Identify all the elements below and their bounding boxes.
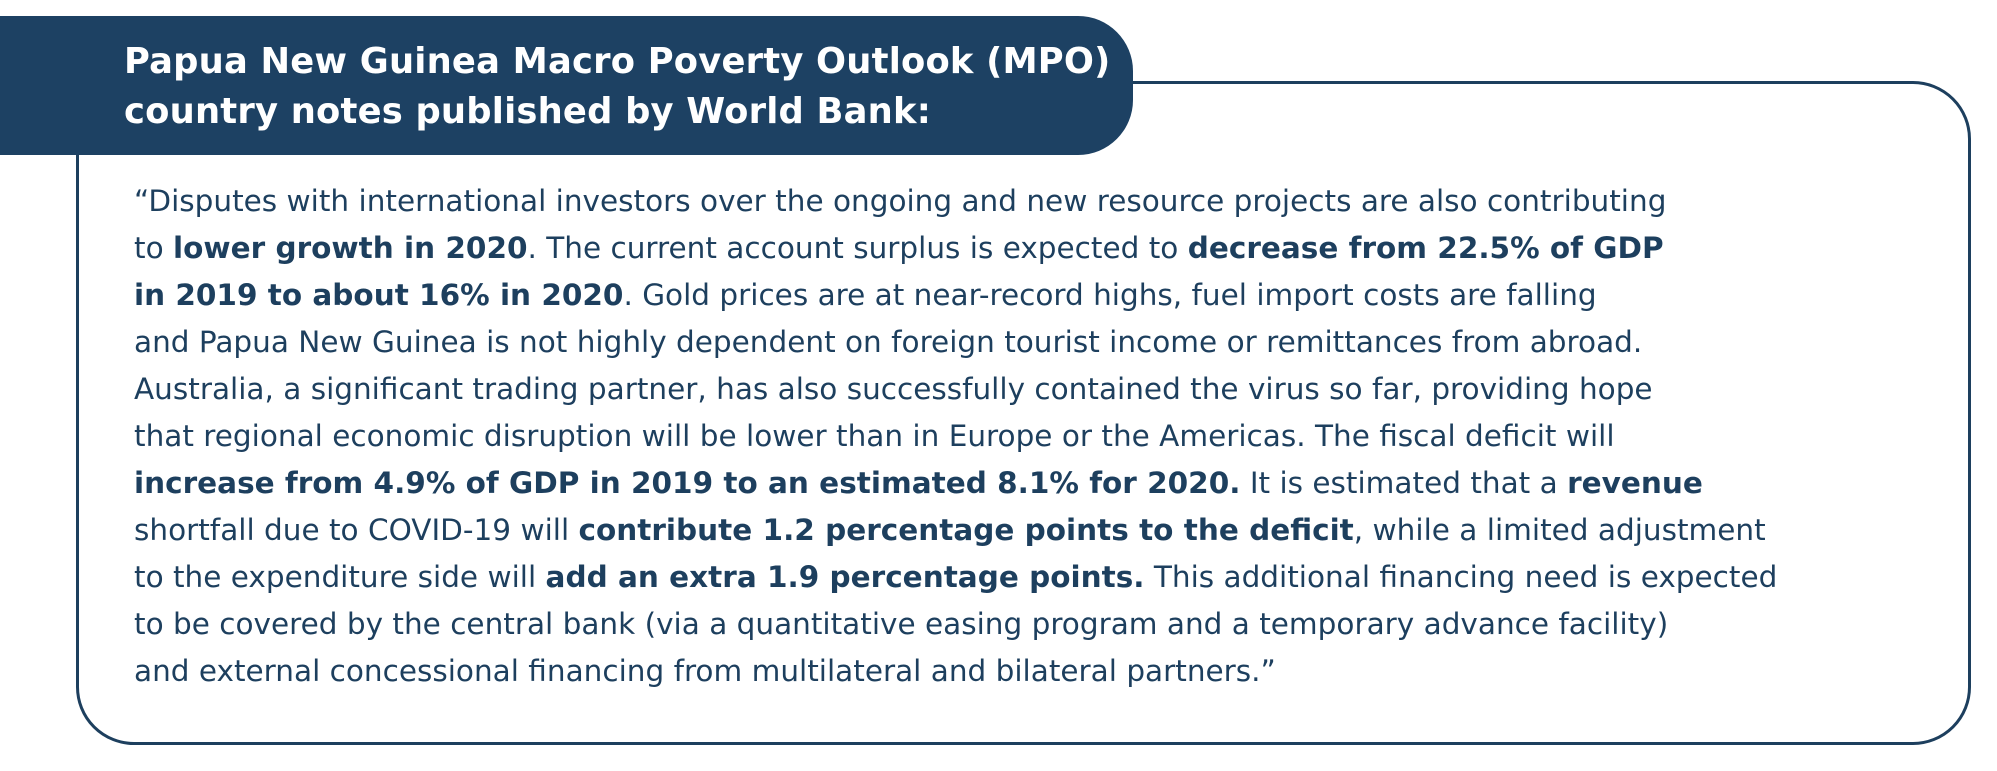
quote-line: Australia, a significant trading partner… (134, 366, 1964, 413)
header-title-line-1: Papua New Guinea Macro Poverty Outlook (… (124, 41, 1111, 82)
quote-line: shortfall due to COVID-19 will contribut… (134, 507, 1964, 554)
quote-segment: to (134, 231, 173, 265)
quote-line: that regional economic disruption will b… (134, 413, 1964, 460)
header-title-line-2: country notes published by World Bank: (124, 91, 932, 132)
quote-emphasis: lower growth in 2020 (173, 231, 528, 265)
quote-line: to be covered by the central bank (via a… (134, 601, 1964, 648)
quote-segment: This additional financing need is expect… (1144, 560, 1778, 594)
quote-emphasis: decrease from 22.5% of GDP (1187, 231, 1664, 265)
quote-emphasis: revenue (1567, 466, 1703, 500)
quote-segment: It is estimated that a (1240, 466, 1568, 500)
quote-line: and external concessional financing from… (134, 648, 1964, 695)
quote-segment: . Gold prices are at near-record highs, … (623, 278, 1597, 312)
quote-box (76, 81, 1971, 745)
quote-segment: , while a limited adjustment (1353, 513, 1766, 547)
quote-emphasis: increase from 4.9% of GDP in 2019 to an … (134, 466, 1241, 500)
quote-segment: . The current account surplus is expecte… (527, 231, 1188, 265)
quote-segment: and Papua New Guinea is not highly depen… (134, 325, 1643, 359)
quote-segment: to the expenditure side will (134, 560, 546, 594)
quote-line: and Papua New Guinea is not highly depen… (134, 319, 1964, 366)
quote-emphasis: in 2019 to about 16% in 2020 (134, 278, 624, 312)
quote-emphasis: add an extra 1.9 percentage points. (545, 560, 1145, 594)
quote-text: “Disputes with international investors o… (134, 178, 1964, 695)
quote-segment: shortfall due to COVID-19 will (134, 513, 579, 547)
header-tab: Papua New Guinea Macro Poverty Outlook (… (0, 16, 1133, 155)
quote-line: to the expenditure side will add an extr… (134, 554, 1964, 601)
quote-segment: “Disputes with international investors o… (134, 184, 1667, 218)
quote-line: “Disputes with international investors o… (134, 178, 1964, 225)
quote-segment: and external concessional financing from… (134, 654, 1276, 688)
quote-emphasis: contribute 1.2 percentage points to the … (578, 513, 1354, 547)
quote-segment: Australia, a significant trading partner… (134, 372, 1653, 406)
quote-segment: that regional economic disruption will b… (134, 419, 1615, 453)
quote-line: in 2019 to about 16% in 2020. Gold price… (134, 272, 1964, 319)
quote-segment: to be covered by the central bank (via a… (134, 607, 1669, 641)
quote-line: to lower growth in 2020. The current acc… (134, 225, 1964, 272)
quote-line: increase from 4.9% of GDP in 2019 to an … (134, 460, 1964, 507)
